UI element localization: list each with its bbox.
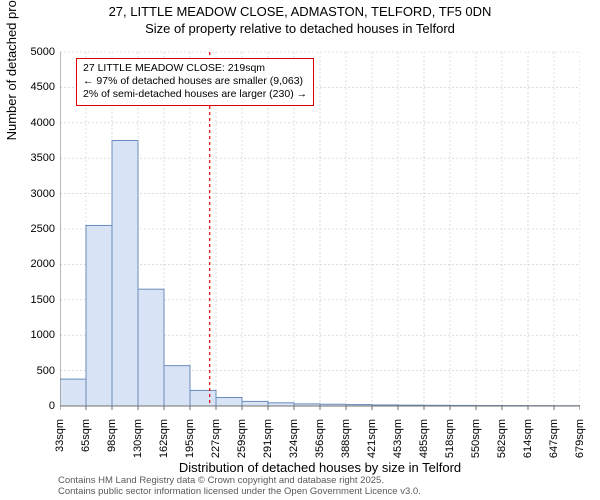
- annotation-line1: 27 LITTLE MEADOW CLOSE: 219sqm: [83, 62, 307, 75]
- y-tick-label: 3500: [5, 152, 55, 164]
- x-axis-title: Distribution of detached houses by size …: [60, 460, 580, 475]
- y-tick-label: 2500: [5, 223, 55, 235]
- y-tick-label: 5000: [5, 46, 55, 58]
- annotation-line3: 2% of semi-detached houses are larger (2…: [83, 88, 307, 101]
- y-tick-label: 3000: [5, 188, 55, 200]
- y-tick-label: 1500: [5, 294, 55, 306]
- y-tick-label: 2000: [5, 258, 55, 270]
- footer-text: Contains HM Land Registry data © Crown c…: [58, 476, 421, 498]
- footer-line2: Contains public sector information licen…: [58, 487, 421, 498]
- annotation-line2: ← 97% of detached houses are smaller (9,…: [83, 75, 307, 88]
- y-tick-label: 0: [5, 400, 55, 412]
- chart-title-line2: Size of property relative to detached ho…: [0, 21, 600, 36]
- annotation-box: 27 LITTLE MEADOW CLOSE: 219sqm ← 97% of …: [76, 58, 314, 106]
- y-tick-label: 4000: [5, 117, 55, 129]
- chart-container: 27, LITTLE MEADOW CLOSE, ADMASTON, TELFO…: [0, 0, 600, 500]
- y-tick-label: 4500: [5, 81, 55, 93]
- y-tick-label: 1000: [5, 329, 55, 341]
- y-tick-label: 500: [5, 365, 55, 377]
- chart-title-line1: 27, LITTLE MEADOW CLOSE, ADMASTON, TELFO…: [0, 4, 600, 19]
